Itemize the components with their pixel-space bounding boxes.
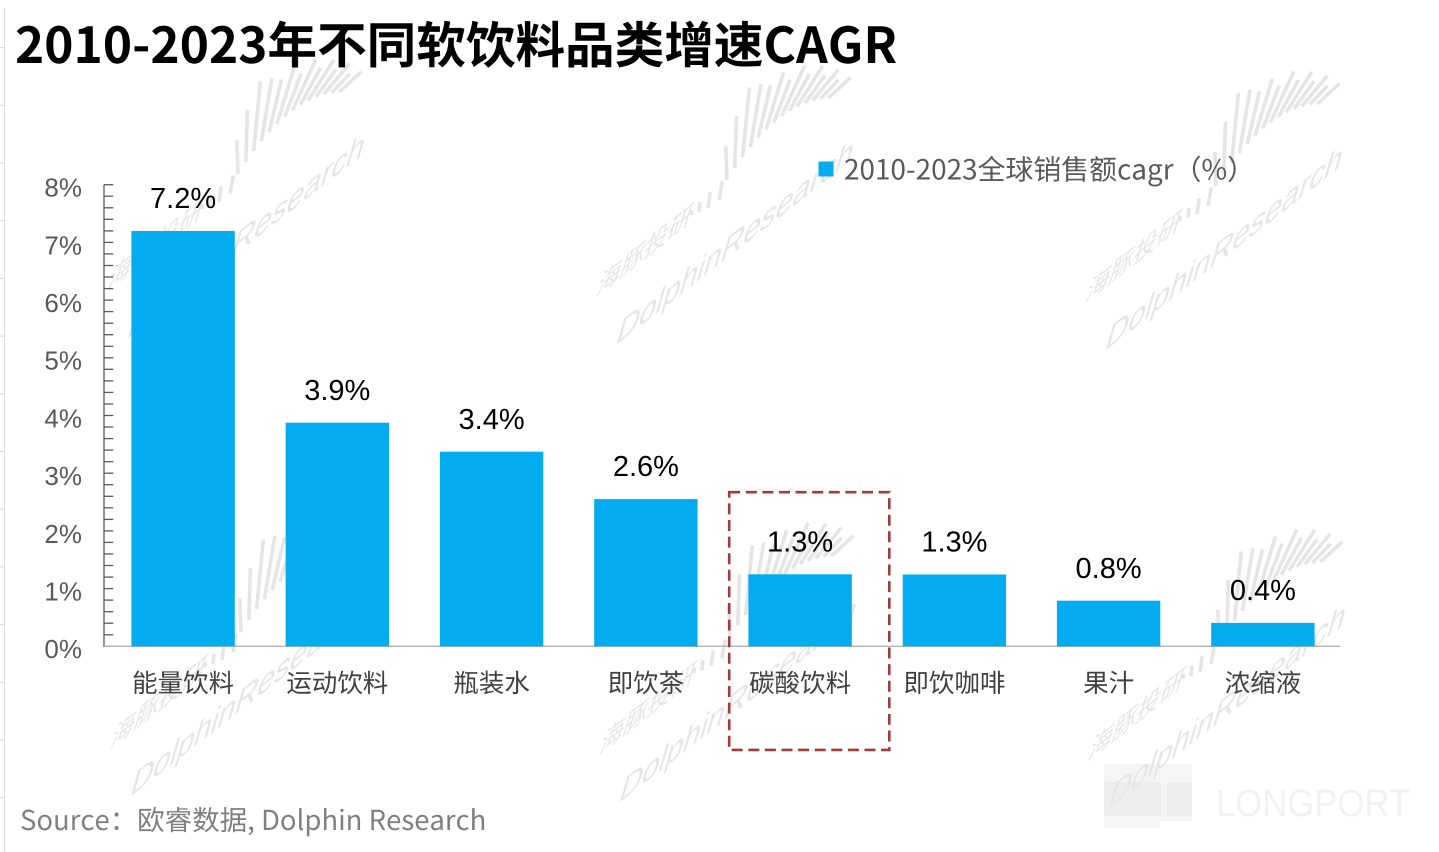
svg-text:0%: 0% [44, 634, 82, 664]
svg-text:6%: 6% [44, 288, 82, 318]
svg-text:7.2%: 7.2% [150, 183, 216, 215]
svg-text:4%: 4% [44, 403, 82, 433]
svg-text:3.4%: 3.4% [459, 404, 525, 436]
svg-text:7%: 7% [44, 230, 82, 260]
svg-text:1%: 1% [44, 577, 82, 607]
svg-text:1.3%: 1.3% [921, 527, 987, 559]
svg-text:LONGPORT: LONGPORT [1216, 783, 1410, 825]
svg-text:5%: 5% [44, 346, 82, 376]
svg-text:3.9%: 3.9% [304, 375, 370, 407]
svg-text:0.8%: 0.8% [1076, 553, 1142, 585]
svg-text:8%: 8% [44, 173, 82, 203]
svg-text:2.6%: 2.6% [613, 451, 679, 483]
svg-text:1.3%: 1.3% [767, 526, 833, 558]
svg-text:2%: 2% [44, 519, 82, 549]
svg-text:0.4%: 0.4% [1230, 575, 1296, 607]
svg-text:3%: 3% [44, 461, 82, 491]
